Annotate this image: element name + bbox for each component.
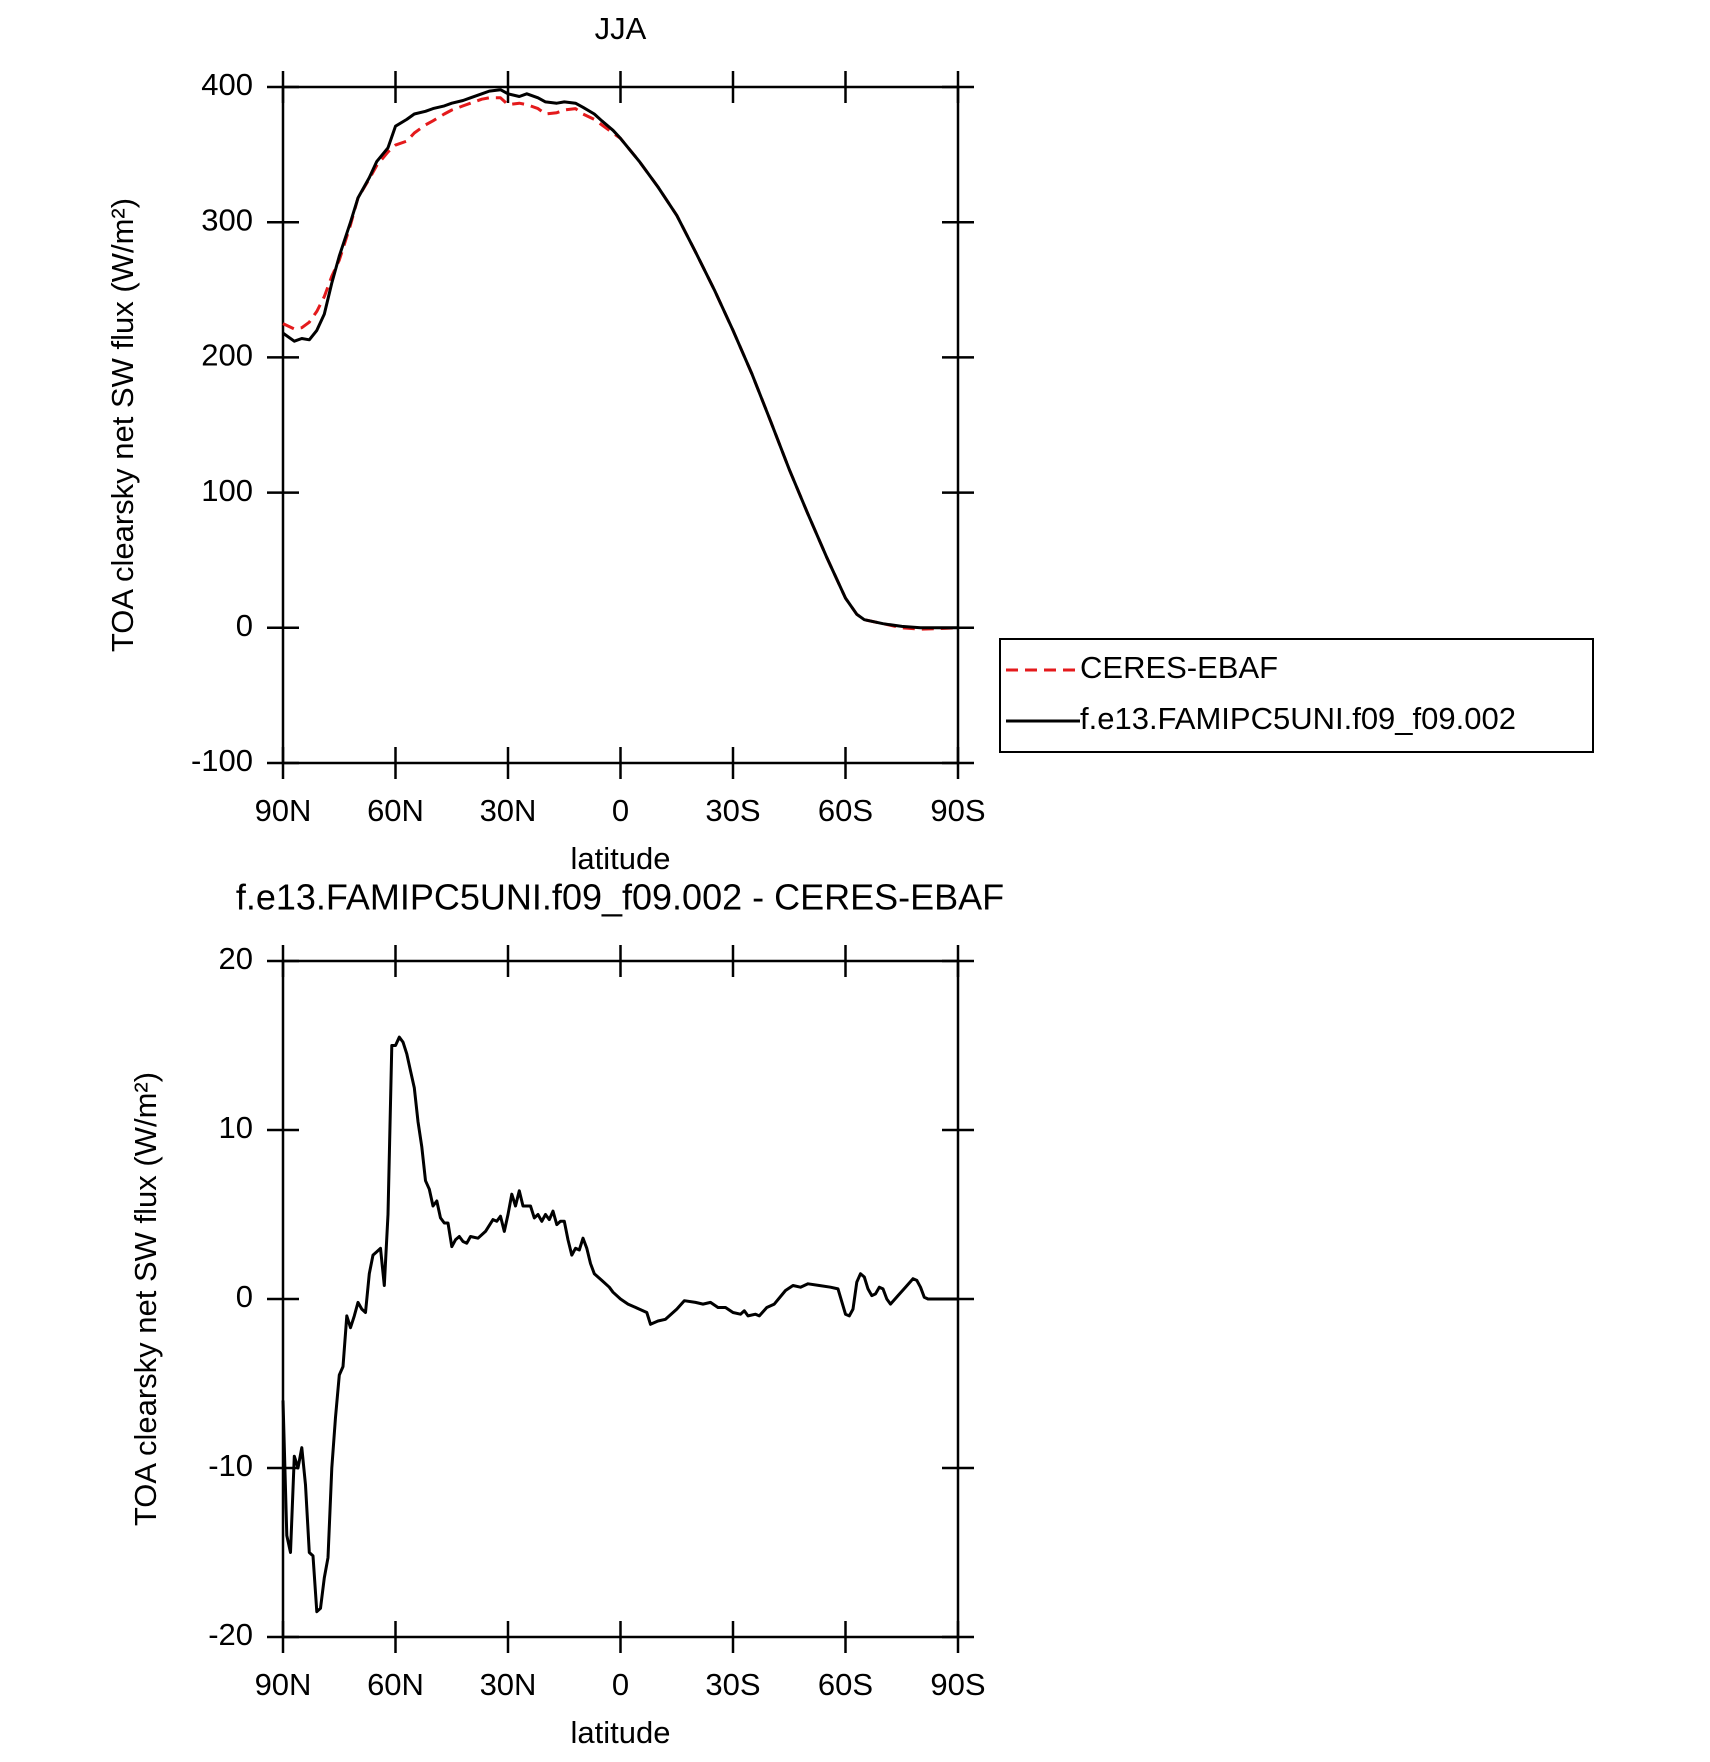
y-tick-label: -10 [208, 1448, 253, 1483]
x-tick-label: 0 [612, 1667, 629, 1702]
y-tick-label: 0 [236, 608, 253, 643]
y-tick-label: 100 [201, 473, 253, 508]
legend-label: CERES-EBAF [1080, 650, 1278, 685]
data-line [281, 1035, 958, 1614]
x-tick-label: 30S [705, 1667, 760, 1702]
x-tick-label: 90N [255, 1667, 312, 1702]
y-tick-label: 300 [201, 202, 253, 237]
y-axis-label: TOA clearsky net SW flux (W/m²) [105, 198, 140, 652]
x-tick-label: 90N [255, 793, 312, 828]
chart-title: JJA [595, 11, 647, 46]
y-tick-label: -100 [191, 743, 253, 778]
y-axis-label: TOA clearsky net SW flux (W/m²) [128, 1072, 163, 1526]
y-tick-label: -20 [208, 1617, 253, 1652]
legend-box [999, 638, 1594, 753]
x-tick-label: 30N [480, 1667, 537, 1702]
x-axis-label: latitude [571, 841, 671, 876]
data-line [282, 96, 959, 631]
y-tick-label: 0 [236, 1279, 253, 1314]
plot-frame [281, 85, 960, 765]
x-tick-label: 90S [930, 1667, 985, 1702]
x-tick-label: 60S [818, 1667, 873, 1702]
x-tick-label: 60S [818, 793, 873, 828]
data-line [282, 88, 958, 630]
y-tick-label: 200 [201, 338, 253, 373]
x-tick-label: 90S [930, 793, 985, 828]
x-tick-label: 60N [367, 1667, 424, 1702]
chart-title: f.e13.FAMIPC5UNI.f09_f09.002 - CERES-EBA… [236, 877, 1004, 918]
x-axis-label: latitude [571, 1715, 671, 1750]
y-tick-label: 10 [219, 1110, 253, 1145]
x-tick-label: 30N [480, 793, 537, 828]
y-tick-label: 400 [201, 67, 253, 102]
x-tick-label: 0 [612, 793, 629, 828]
x-tick-label: 60N [367, 793, 424, 828]
legend-label: f.e13.FAMIPC5UNI.f09_f09.002 [1080, 701, 1516, 736]
x-tick-label: 30S [705, 793, 760, 828]
y-tick-label: 20 [219, 941, 253, 976]
